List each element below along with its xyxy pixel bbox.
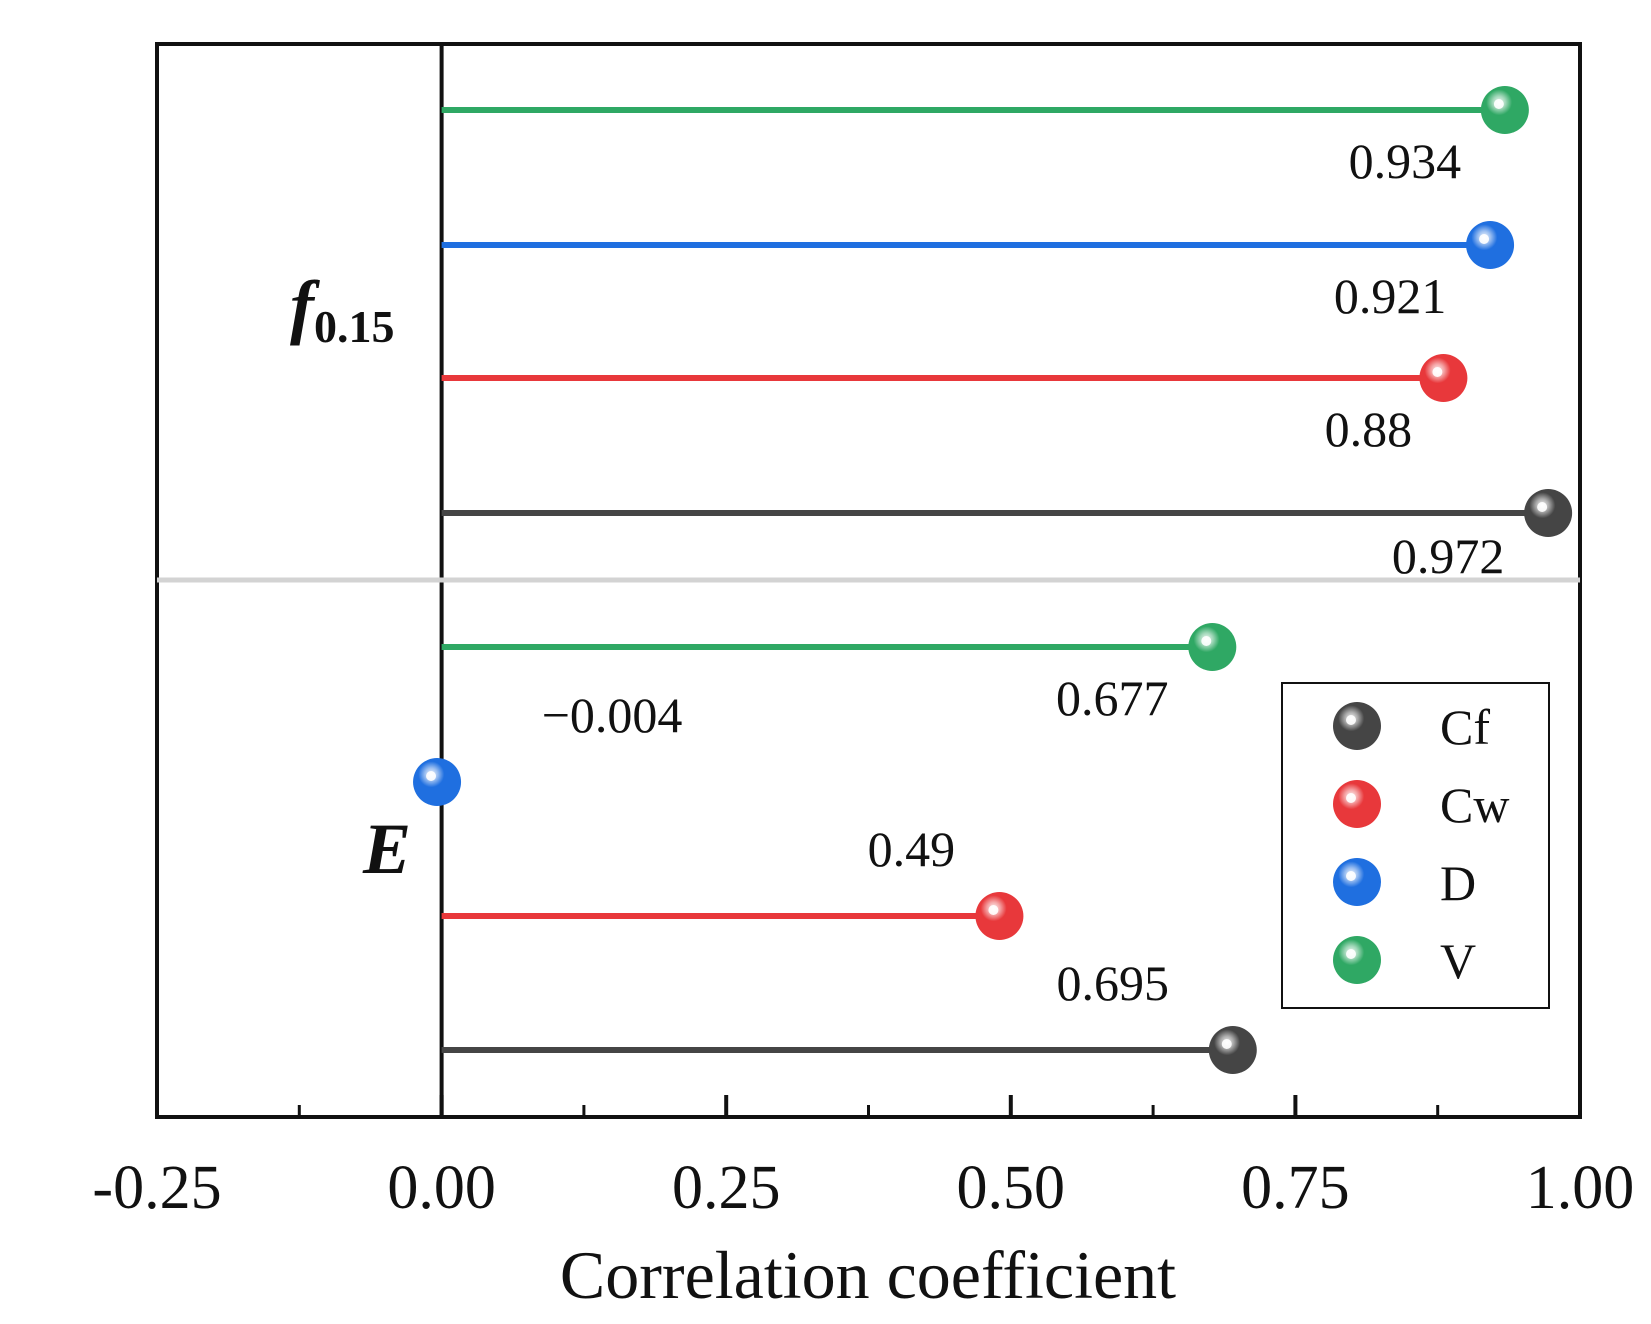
group-label-f015: f0.15 (290, 266, 394, 352)
marker-glint (426, 771, 437, 781)
marker-highlight (1480, 86, 1529, 134)
legend-marker-highlight (1333, 936, 1381, 984)
x-axis-title: Correlation coefficient (560, 1237, 1176, 1313)
x-tick-label: 0.00 (387, 1154, 496, 1222)
marker-glint (1479, 234, 1490, 244)
legend-marker-glint (1346, 715, 1356, 725)
value-label: 0.695 (1057, 955, 1170, 1011)
stems (437, 107, 1549, 1053)
legend-marker-highlight (1333, 858, 1381, 906)
markers (413, 86, 1573, 1074)
legend-marker-highlight (1333, 702, 1381, 750)
x-tick-label: 0.25 (672, 1154, 781, 1222)
marker-highlight (1524, 489, 1573, 537)
x-tick-label: 0.50 (957, 1154, 1066, 1222)
x-axis-ticks: -0.25 0.00 0.25 0.50 0.75 1.00 (92, 1095, 1634, 1222)
legend-marker-glint (1346, 949, 1356, 959)
legend-label-cw: Cw (1440, 777, 1509, 833)
legend: Cf Cw DV (1281, 682, 1550, 1009)
legend-marker-glint (1346, 871, 1356, 881)
legend-label-d: D (1440, 855, 1476, 911)
value-label: 0.972 (1392, 528, 1505, 584)
marker-glint (1221, 1039, 1232, 1049)
value-labels: 0.934 0.921 0.88 0.972 0.677 −0.004 0.49 0.695 (542, 133, 1505, 1011)
marker-highlight (413, 758, 462, 806)
value-label: 0.934 (1349, 133, 1462, 189)
legend-marker-highlight (1333, 780, 1381, 828)
legend-label-cf: Cf (1440, 699, 1490, 755)
marker-glint (1537, 502, 1548, 512)
marker-highlight (1466, 221, 1515, 269)
group-label-e: E (362, 809, 411, 889)
group-label-f015-sub: 0.15 (314, 301, 395, 352)
marker-glint (1201, 636, 1212, 646)
value-label: 0.677 (1056, 670, 1169, 726)
marker-highlight (1208, 1026, 1257, 1074)
x-tick-label: 0.75 (1241, 1154, 1350, 1222)
value-label: 0.88 (1325, 401, 1413, 457)
x-tick-label: 1.00 (1526, 1154, 1635, 1222)
value-label: 0.921 (1334, 268, 1447, 324)
marker-highlight (1188, 623, 1237, 671)
marker-highlight (1419, 354, 1468, 402)
value-label: −0.004 (542, 687, 683, 743)
legend-box (1281, 682, 1550, 1009)
legend-marker-glint (1346, 793, 1356, 803)
x-tick-label: -0.25 (92, 1154, 221, 1222)
value-label: 0.49 (868, 821, 956, 877)
marker-glint (1432, 367, 1443, 377)
marker-glint (988, 905, 999, 915)
legend-label-v: V (1440, 933, 1476, 989)
marker-glint (1493, 99, 1504, 109)
marker-highlight (975, 892, 1024, 940)
